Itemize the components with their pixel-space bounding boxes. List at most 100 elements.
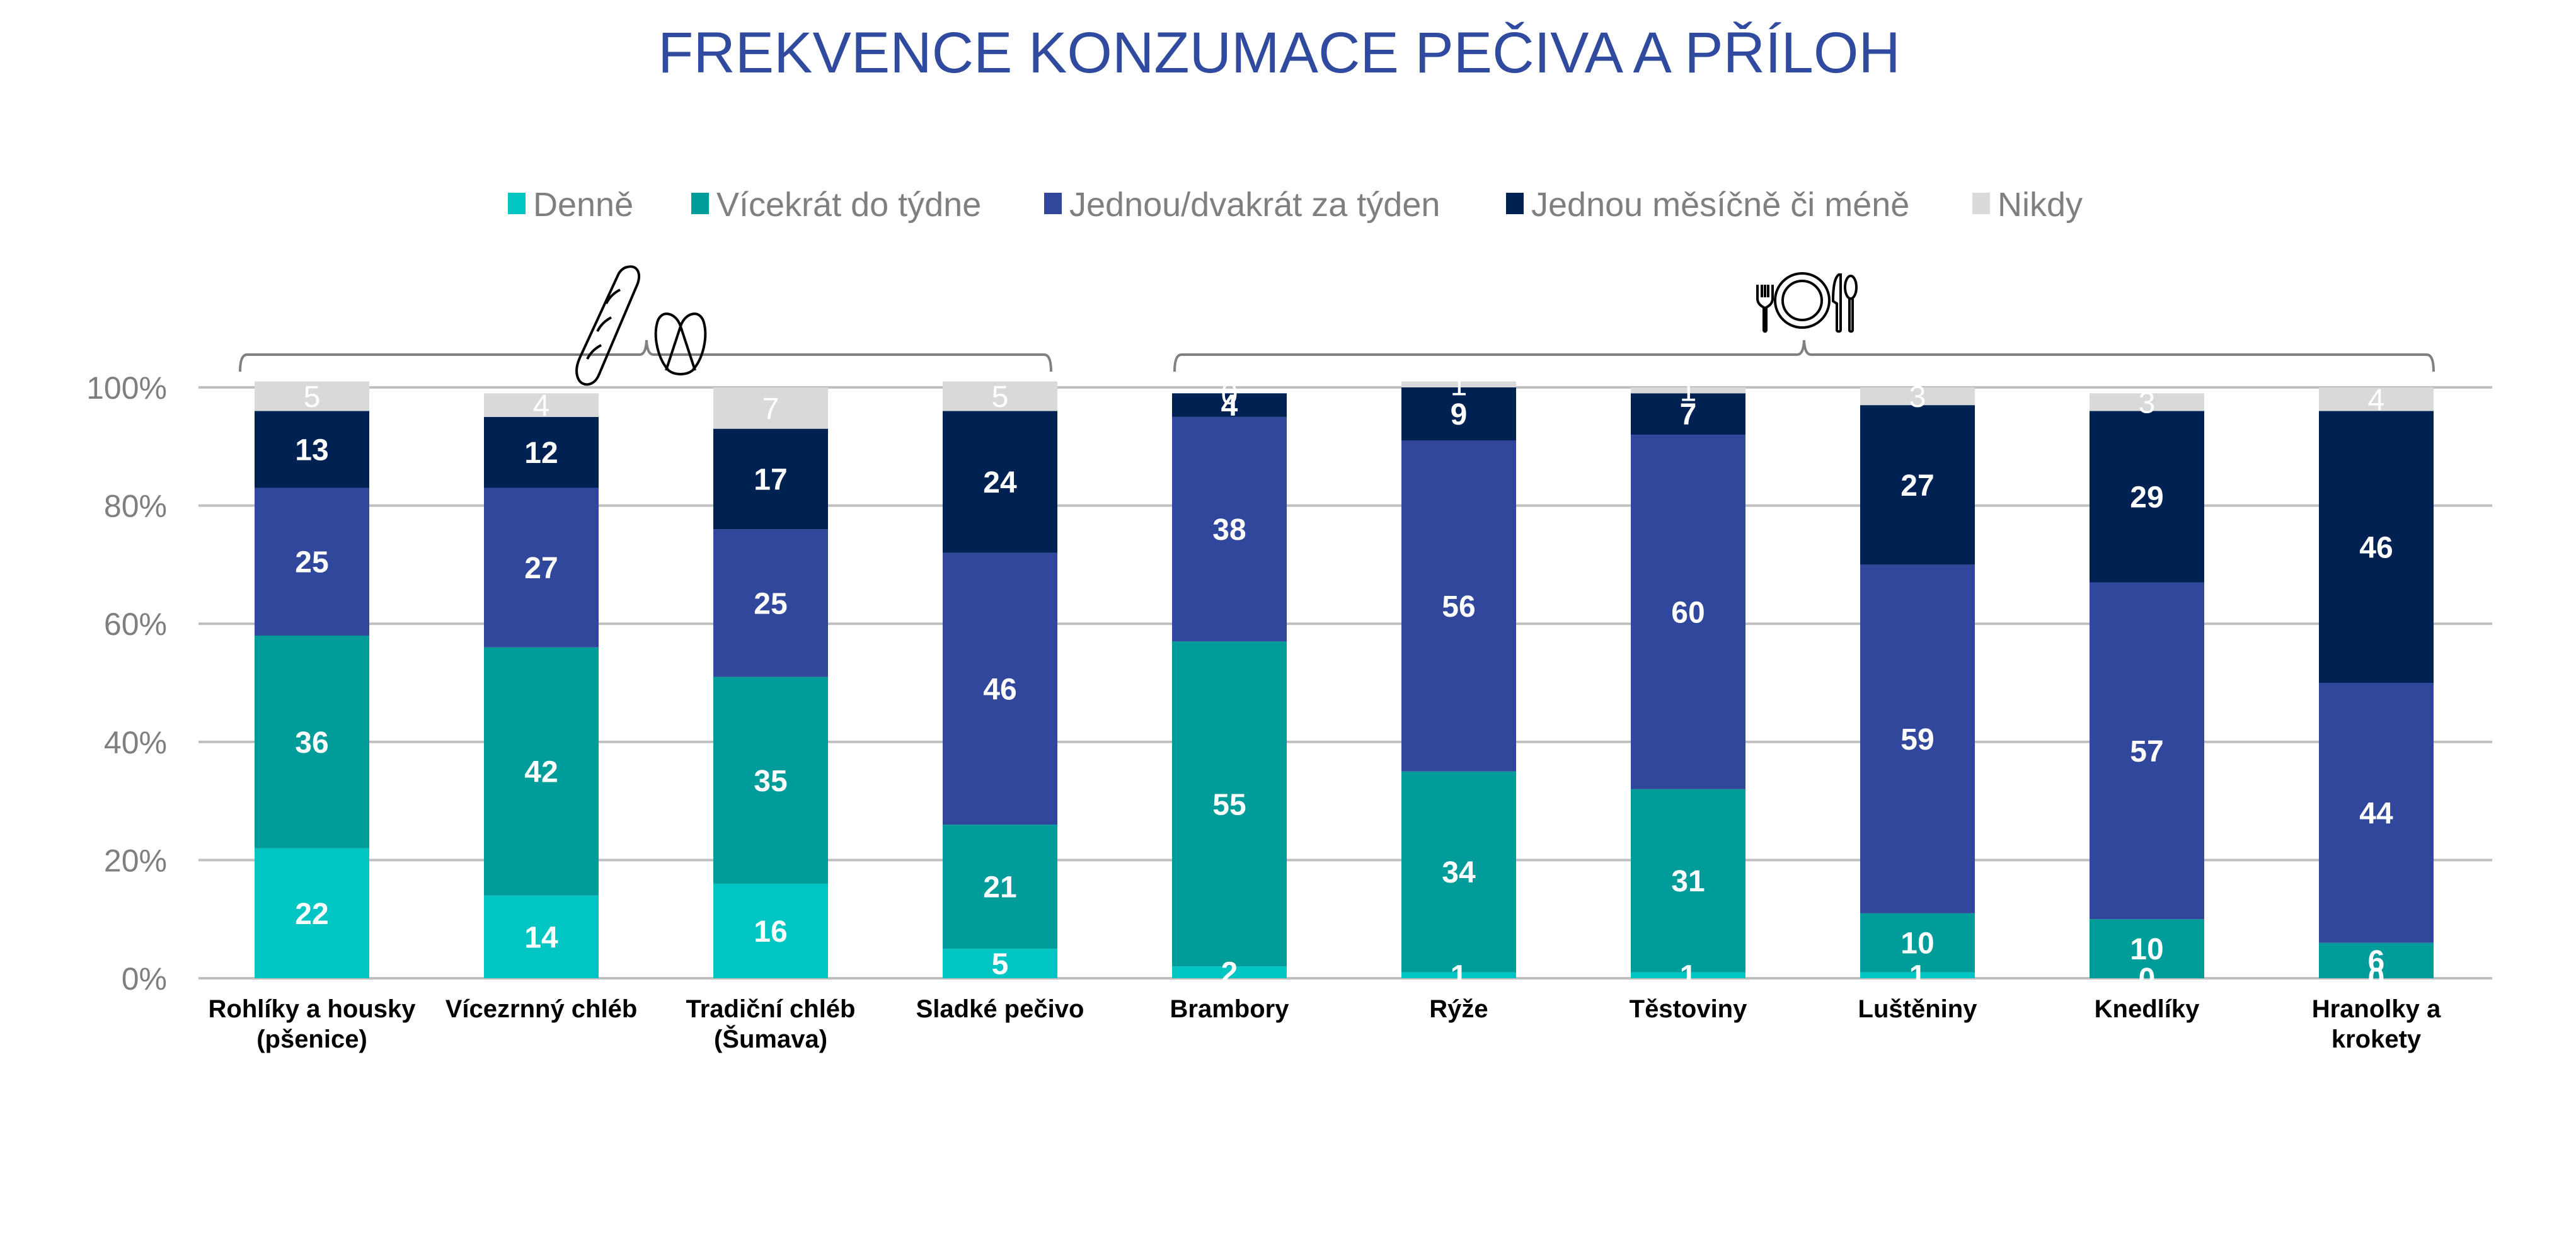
bar-segment-nikdy: [2090, 393, 2204, 411]
data-label-jednou-dvakrat-za-tyden: 56: [1442, 590, 1475, 624]
data-label-vicekrat-do-tydne: 10: [1900, 927, 1934, 961]
bar-segment-jednou-mesicne-ci-mene: [713, 428, 828, 530]
bar-segment-nikdy: [484, 393, 599, 417]
spoon-icon: [1844, 275, 1858, 333]
y-tick-label: 40%: [104, 725, 167, 760]
bars: 2236251351442271241635251775214624525538…: [255, 368, 2434, 996]
legend-swatch: [508, 193, 526, 214]
data-label-nikdy: 3: [1909, 380, 1926, 414]
bar-segment-vicekrat-do-tydne: [1860, 913, 1975, 973]
data-label-denne: 1: [1451, 959, 1468, 993]
legend-item-nikdy: Nikdy: [1972, 186, 2083, 224]
bar-segment-denne: [943, 949, 1057, 978]
bar-segment-nikdy: [1631, 387, 1745, 394]
data-label-vicekrat-do-tydne: 31: [1671, 865, 1705, 898]
data-label-denne: 1: [1909, 959, 1926, 993]
legend-swatch: [1972, 193, 1990, 214]
bar-segment-denne: [484, 895, 599, 978]
bar-segment-jednou-mesicne-ci-mene: [1172, 393, 1287, 417]
data-label-vicekrat-do-tydne: 10: [2130, 933, 2163, 966]
bread-pretzel-icon: [575, 265, 707, 386]
data-label-nikdy: 7: [762, 392, 779, 426]
legend-label: Jednou měsíčně či méně: [1531, 186, 1909, 224]
y-axis: 0% 20% 40% 60% 80% 100%: [86, 370, 167, 997]
legend-label: Jednou/dvakrát za týden: [1069, 186, 1440, 224]
data-label-jednou-dvakrat-za-tyden: 59: [1900, 723, 1934, 757]
bar-segment-jednou-mesicne-ci-mene: [1401, 387, 1516, 441]
data-label-jednou-mesicne-ci-mene: 29: [2130, 481, 2163, 515]
y-tick-label: 80%: [104, 489, 167, 524]
bar-segment-jednou-dvakrat-za-tyden: [1631, 435, 1745, 789]
fork-icon: [1756, 285, 1774, 333]
data-label-denne: 0: [2139, 963, 2156, 996]
data-label-vicekrat-do-tydne: 55: [1212, 788, 1246, 821]
data-label-nikdy: 3: [2139, 386, 2156, 420]
data-label-jednou-dvakrat-za-tyden: 44: [2359, 797, 2393, 830]
bar-stack-rohliky-a-housky-psenice: 22 36 25 13 5: [255, 380, 369, 978]
data-label-denne: 2: [1221, 957, 1238, 990]
legend-label: Denně: [533, 186, 633, 224]
bar-segment-jednou-mesicne-ci-mene: [484, 416, 599, 488]
pretzel-icon: [654, 312, 707, 375]
group-bracket-prilohy: [1173, 340, 2435, 372]
bar-segment-vicekrat-do-tydne: [1401, 771, 1516, 973]
bar-segment-vicekrat-do-tydne: [484, 647, 599, 896]
y-tick-label: 20%: [104, 843, 167, 878]
x-tick-label: Hranolky a: [2312, 995, 2441, 1023]
data-label-nikdy: 5: [304, 380, 321, 414]
data-label-vicekrat-do-tydne: 21: [983, 871, 1016, 905]
data-label-vicekrat-do-tydne: 34: [1442, 856, 1476, 889]
bar-segment-vicekrat-do-tydne: [713, 677, 828, 884]
bar-segment-nikdy: [713, 387, 828, 429]
bar-segment-vicekrat-do-tydne: [1631, 789, 1745, 973]
bar-segment-jednou-dvakrat-za-tyden: [255, 488, 369, 636]
legend-label: Nikdy: [1998, 186, 2083, 224]
bar-segment-denne: [1860, 972, 1975, 978]
bar-segment-jednou-dvakrat-za-tyden: [1172, 416, 1287, 642]
x-tick-label: Luštěniny: [1858, 995, 1978, 1023]
bar-stack-hranolky-a-krokety: 06 44 46 4: [2319, 384, 2434, 996]
knife-icon: [1831, 273, 1842, 333]
data-label-vicekrat-do-tydne: 35: [754, 765, 787, 798]
x-tick-label: Knedlíky: [2095, 995, 2200, 1023]
bar-segment-jednou-dvakrat-za-tyden: [2090, 582, 2204, 920]
legend-item-jednou-mesicne-ci-mene: Jednou měsíčně či méně: [1506, 186, 1909, 224]
data-label-jednou-mesicne-ci-mene: 4: [1221, 389, 1238, 423]
x-axis: Rohlíky a housky(pšenice) Vícezrnný chléb…: [209, 995, 2442, 1053]
bar-segment-denne: [1401, 972, 1516, 978]
x-tick-label: krokety: [2332, 1025, 2422, 1053]
bar-segment-jednou-mesicne-ci-mene: [2090, 411, 2204, 583]
bar-segment-jednou-mesicne-ci-mene: [943, 411, 1057, 553]
bar-stack-knedliky: 010 57 29 3: [2090, 386, 2204, 996]
bar-segment-vicekrat-do-tydne: [943, 825, 1057, 949]
data-label-vicekrat-do-tydne: 6: [2368, 945, 2385, 978]
bar-segment-vicekrat-do-tydne: [2319, 942, 2434, 978]
data-label-nikdy: 1: [1451, 368, 1468, 402]
data-label-jednou-dvakrat-za-tyden: 38: [1212, 513, 1246, 547]
data-label-jednou-mesicne-ci-mene: 12: [524, 437, 558, 470]
group-bracket-pecivo: [239, 340, 1052, 372]
legend-swatch: [1044, 193, 1062, 214]
bar-stack-sladke-pecivo: 5 21 46 24 5: [943, 380, 1057, 981]
bar-segment-jednou-dvakrat-za-tyden: [943, 552, 1057, 825]
data-label-denne: 16: [754, 915, 787, 949]
data-label-jednou-mesicne-ci-mene: 24: [983, 466, 1017, 500]
data-label-nikdy: 5: [992, 380, 1009, 414]
legend-item-vicekrat-do-tydne: Vícekrát do týdne: [691, 186, 981, 224]
data-label-jednou-mesicne-ci-mene: 13: [295, 433, 328, 467]
bar-segment-vicekrat-do-tydne: [2090, 919, 2204, 978]
bar-segment-denne: [255, 848, 369, 978]
data-label-jednou-dvakrat-za-tyden: 46: [983, 673, 1016, 706]
data-label-jednou-dvakrat-za-tyden: 57: [2130, 735, 2163, 768]
y-tick-label: 60%: [104, 607, 167, 642]
legend-swatch: [691, 193, 709, 214]
data-label-jednou-mesicne-ci-mene: 7: [1680, 398, 1697, 431]
bar-segment-nikdy: [943, 381, 1057, 411]
x-tick-label: Rýže: [1429, 995, 1488, 1023]
data-label-denne: 14: [524, 921, 558, 954]
x-tick-label: Vícezrnný chléb: [446, 995, 638, 1023]
y-tick-label: 100%: [86, 370, 167, 406]
bar-segment-jednou-dvakrat-za-tyden: [713, 529, 828, 677]
legend-item-jednou-dvakrat-za-tyden: Jednou/dvakrát za týden: [1044, 186, 1440, 224]
